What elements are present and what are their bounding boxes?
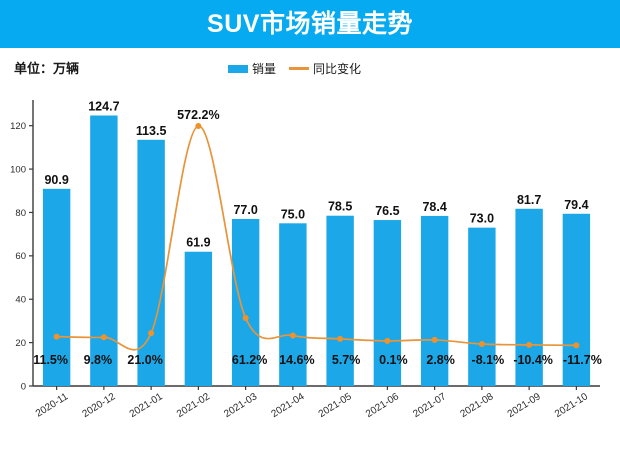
x-axis-label: 2021-04: [270, 391, 307, 420]
trend-point-marker[interactable]: [384, 337, 391, 344]
bar[interactable]: [562, 213, 591, 386]
x-axis-label: 2021-08: [459, 391, 496, 420]
bar-value-label: 61.9: [186, 236, 210, 250]
legend-item-yoy-change: 同比变化: [289, 60, 361, 77]
bar-value-label: 77.0: [233, 203, 257, 217]
bar[interactable]: [468, 227, 496, 386]
bar-value-label: 78.5: [328, 200, 352, 214]
bar[interactable]: [42, 188, 71, 386]
bar-value-label-group: 90.9 124.7 113.5 61.9 77.0 75.0 78.5 76.5 78.4 73…: [44, 99, 588, 249]
chart-plot-area: 0 20 40 60 80 100 120 90.9 124.7 113.5 61.9 77.0 75…: [0, 88, 620, 465]
percent-change-label: 21.0%: [127, 353, 162, 367]
percent-label-group: 11.5% 9.8% 21.0% 572.2% 61.2% 14.6% 5.7% 0.1% 2.…: [33, 108, 602, 367]
page-title: SUV市场销量走势: [207, 10, 413, 38]
x-axis-label: 2021-07: [411, 391, 448, 420]
percent-change-label: -8.1%: [472, 353, 505, 367]
bar[interactable]: [420, 215, 449, 386]
x-axis-label: 2021-02: [175, 391, 212, 420]
y-tick-label: 120: [10, 121, 26, 132]
bar-value-label: 79.4: [564, 198, 588, 212]
percent-change-label: 61.2%: [232, 353, 267, 367]
y-tick-label: 80: [15, 208, 26, 219]
bar-series-group: [42, 115, 591, 387]
trend-line-group: [55, 125, 578, 351]
bar-value-label: 73.0: [470, 212, 494, 226]
bar-value-label: 78.4: [422, 200, 446, 214]
bar[interactable]: [373, 220, 402, 386]
percent-change-label: -10.4%: [513, 353, 553, 367]
percent-change-label: -11.7%: [563, 353, 602, 367]
percent-change-label: 9.8%: [84, 353, 113, 367]
bar[interactable]: [90, 115, 118, 387]
bar-value-label: 124.7: [88, 99, 119, 113]
bar-value-label: 76.5: [375, 204, 399, 218]
bar[interactable]: [231, 218, 260, 386]
legend-bar-swatch-icon: [228, 64, 248, 73]
bar[interactable]: [326, 215, 354, 386]
bar[interactable]: [279, 223, 307, 386]
x-axis-label: 2021-03: [222, 391, 259, 420]
trend-point-marker[interactable]: [289, 332, 296, 339]
x-axis-label: 2021-09: [506, 391, 543, 420]
legend-item-label: 同比变化: [313, 62, 362, 76]
x-tick-group: [56, 386, 577, 390]
percent-change-label: 5.7%: [332, 353, 361, 367]
x-axis-label: 2021-10: [553, 391, 590, 420]
trend-line: [55, 125, 578, 351]
trend-point-marker[interactable]: [431, 336, 438, 343]
trend-point-marker[interactable]: [195, 122, 202, 129]
y-axis-group: 0 20 40 60 80 100 120: [10, 100, 34, 392]
x-axis-group: [33, 385, 600, 390]
trend-point-marker[interactable]: [53, 333, 60, 340]
chart-svg: 0 20 40 60 80 100 120 90.9 124.7 113.5 61.9 77.0 75…: [10, 99, 602, 420]
y-tick-label: 40: [15, 295, 26, 306]
header-band: [0, 0, 620, 48]
bar-value-label: 90.9: [44, 173, 68, 187]
trend-point-marker[interactable]: [526, 341, 533, 348]
y-tick-label: 60: [15, 251, 26, 262]
trend-point-marker[interactable]: [478, 341, 485, 348]
unit-label: 单位：万辆: [14, 61, 80, 76]
bar[interactable]: [137, 139, 165, 386]
legend-item-label: 销量: [252, 62, 277, 76]
bar[interactable]: [515, 208, 543, 386]
bar-value-label: 81.7: [517, 193, 541, 207]
x-axis-label: 2020-12: [81, 391, 118, 420]
x-axis-label: 2020-11: [34, 391, 71, 420]
chart-legend: 销量 同比变化: [228, 60, 361, 77]
trend-point-marker[interactable]: [337, 335, 344, 342]
percent-change-label: 11.5%: [33, 353, 68, 367]
trend-point-marker[interactable]: [100, 334, 107, 341]
x-axis-label-group: 2020-11 2020-12 2021-01 2021-02 2021-03 2021-…: [34, 391, 590, 420]
y-tick-label: 0: [21, 381, 26, 392]
trend-marker-group: [53, 122, 580, 349]
percent-change-label: 2.8%: [426, 353, 455, 367]
x-axis-label: 2021-05: [317, 391, 354, 420]
percent-change-label: 14.6%: [279, 353, 314, 367]
legend-line-swatch-icon: [289, 67, 310, 70]
x-axis-label: 2021-01: [128, 391, 165, 420]
percent-change-label: 0.1%: [379, 353, 408, 367]
y-tick-group: 0 20 40 60 80 100 120: [10, 121, 33, 392]
bar[interactable]: [184, 251, 213, 386]
trend-point-marker[interactable]: [148, 330, 155, 337]
x-axis-label: 2021-06: [364, 391, 401, 420]
y-tick-label: 100: [10, 164, 26, 175]
y-tick-label: 20: [15, 338, 26, 349]
bar-value-label: 75.0: [281, 207, 305, 221]
bar-value-label: 113.5: [136, 124, 167, 138]
trend-point-marker[interactable]: [573, 342, 580, 349]
legend-item-sales: 销量: [228, 60, 276, 77]
percent-change-label: 572.2%: [177, 108, 219, 122]
trend-point-marker[interactable]: [242, 314, 249, 321]
